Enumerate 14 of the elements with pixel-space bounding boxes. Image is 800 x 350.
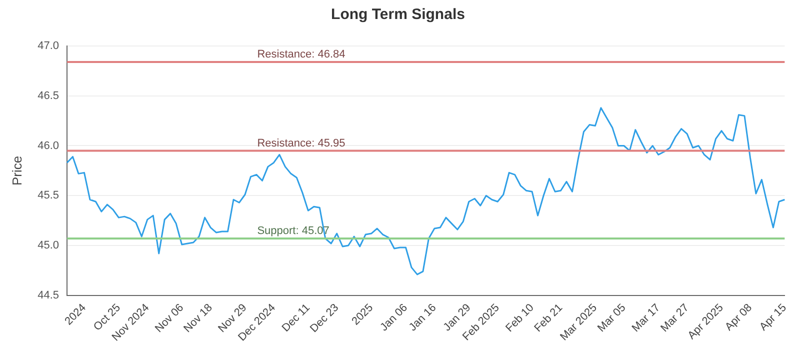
x-tick-label: Apr 15 — [758, 302, 789, 334]
x-tick-label: Mar 05 — [595, 302, 628, 335]
ref-line-label: Resistance: 46.84 — [257, 48, 346, 60]
ref-line-label: Resistance: 45.95 — [257, 137, 346, 150]
y-tick-label: 45.0 — [38, 240, 60, 252]
x-tick-label: Nov 18 — [182, 302, 215, 335]
y-tick-label: 46.0 — [38, 140, 60, 152]
y-axis-title: Price — [9, 156, 24, 186]
chart-title: Long Term Signals — [331, 6, 465, 24]
y-tick-label: 47.0 — [38, 40, 60, 52]
y-tick-label: 45.5 — [38, 190, 60, 202]
y-tick-label: 46.5 — [38, 90, 60, 102]
y-tick-label: 44.5 — [38, 289, 60, 302]
x-tick-label: Apr 08 — [723, 302, 754, 334]
